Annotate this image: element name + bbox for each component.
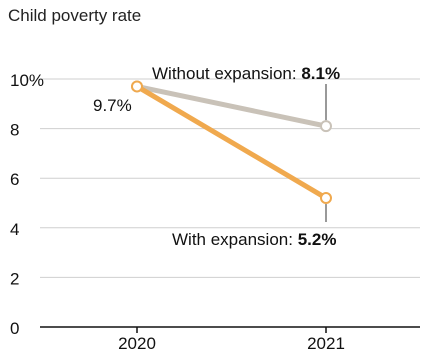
x-tick-label: 2020: [118, 334, 156, 353]
y-tick-label: 4: [10, 220, 19, 239]
without-expansion-value: 8.1%: [301, 64, 340, 83]
with-expansion-value: 5.2%: [298, 230, 337, 249]
y-tick-label: 2: [10, 269, 19, 288]
y-axis-tick-labels: 0 2 4 6 8 10%: [10, 71, 44, 338]
without-expansion-annotation: Without expansion: 8.1%: [152, 64, 340, 83]
series-lines: [131, 80, 332, 205]
with-expansion-annotation: With expansion: 5.2%: [172, 230, 336, 249]
start-value-label: 9.7%: [93, 96, 132, 115]
y-tick-label: 10%: [10, 71, 44, 90]
x-tick-label: 2021: [307, 334, 345, 353]
series-line-without: [134, 83, 329, 129]
x-axis-ticks: 2020 2021: [118, 327, 345, 353]
series-line-with: [134, 83, 329, 201]
y-tick-label: 0: [10, 319, 19, 338]
data-point-with: [131, 80, 143, 93]
gridlines: [40, 78, 420, 278]
without-expansion-label: Without expansion:: [152, 64, 301, 83]
annotations: 9.7% Without expansion: 8.1% With expansio…: [93, 64, 340, 249]
with-expansion-label: With expansion:: [172, 230, 298, 249]
y-tick-label: 6: [10, 170, 19, 189]
chart-title: Child poverty rate: [8, 6, 142, 25]
data-point-without: [320, 120, 332, 133]
y-tick-label: 8: [10, 121, 19, 140]
data-point-with: [320, 192, 332, 205]
